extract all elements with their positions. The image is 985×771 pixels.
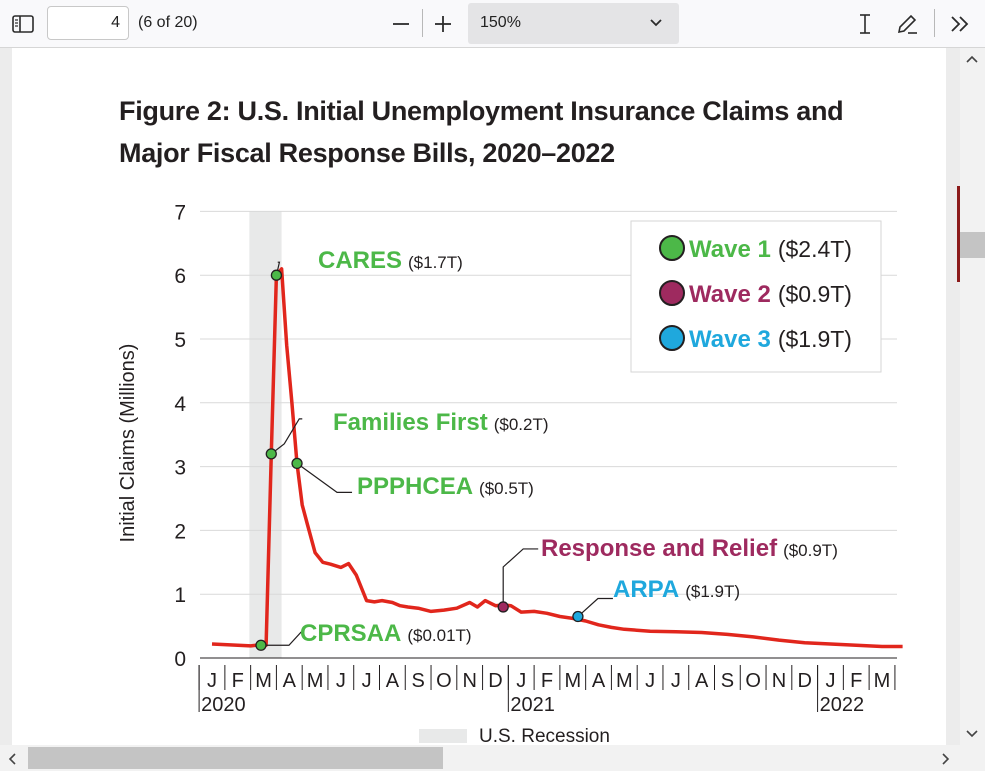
scroll-up-icon[interactable] xyxy=(964,52,980,68)
text-cursor-icon[interactable] xyxy=(852,11,878,37)
scroll-right-icon[interactable] xyxy=(940,751,952,770)
toolbar-separator xyxy=(422,9,423,37)
zoom-value: 150% xyxy=(480,14,521,31)
adjacent-page-edge xyxy=(957,186,960,282)
figure-title: Figure 2: U.S. Initial Unemployment Insu… xyxy=(119,90,909,174)
zoom-out-icon[interactable] xyxy=(388,12,414,36)
sidebar-toggle-icon[interactable] xyxy=(10,12,36,36)
page-gutter-right xyxy=(946,48,960,745)
page-number-input[interactable]: 4 xyxy=(47,6,129,40)
vertical-scroll-thumb[interactable] xyxy=(960,232,985,258)
page-count-label: (6 of 20) xyxy=(138,14,198,31)
zoom-select[interactable]: 150% xyxy=(468,3,679,44)
double-chevron-right-icon[interactable] xyxy=(946,12,974,36)
pen-icon[interactable] xyxy=(894,11,920,37)
scrollbar-corner xyxy=(960,745,985,771)
scroll-down-icon[interactable] xyxy=(964,727,980,743)
chevron-down-icon xyxy=(648,16,664,35)
page-gutter-left xyxy=(0,48,12,745)
figure-title-line-1: Figure 2: U.S. Initial Unemployment Insu… xyxy=(119,96,844,126)
vertical-scrollbar[interactable] xyxy=(960,48,985,745)
toolbar-separator xyxy=(934,9,935,37)
horizontal-scroll-thumb[interactable] xyxy=(28,747,443,769)
pdf-toolbar: 4 (6 of 20) 150% xyxy=(0,0,985,48)
figure-title-line-2: Major Fiscal Response Bills, 2020–2022 xyxy=(119,138,615,168)
scroll-left-icon[interactable] xyxy=(6,751,18,770)
zoom-in-icon[interactable] xyxy=(430,12,456,36)
